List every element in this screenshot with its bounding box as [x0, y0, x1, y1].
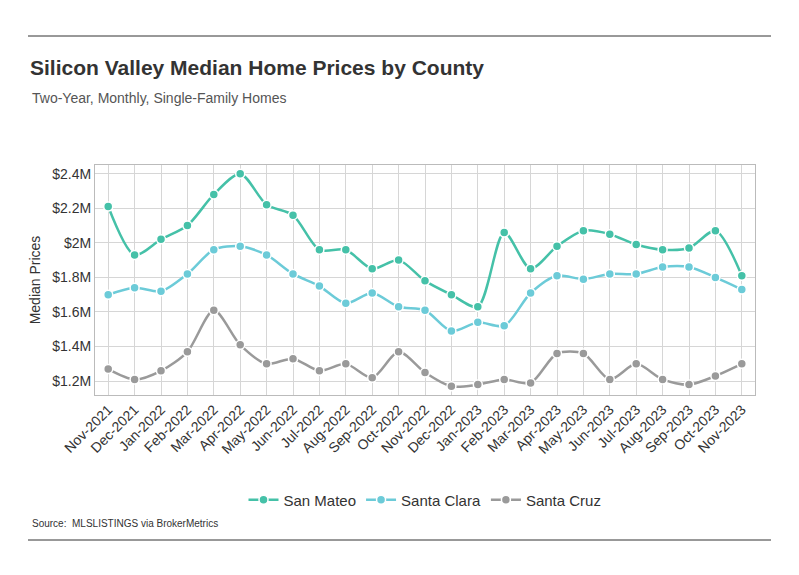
svg-text:$2.2M: $2.2M [52, 200, 91, 216]
svg-text:Jun-2022: Jun-2022 [247, 401, 300, 454]
svg-text:Dec-2022: Dec-2022 [404, 401, 458, 455]
svg-text:Median Prices: Median Prices [27, 236, 43, 325]
svg-text:Mar-2022: Mar-2022 [167, 401, 221, 455]
svg-text:Sep-2023: Sep-2023 [642, 401, 696, 455]
svg-text:Nov-2023: Nov-2023 [695, 401, 749, 455]
svg-text:Jul-2022: Jul-2022 [277, 401, 326, 450]
svg-text:Sep-2022: Sep-2022 [325, 401, 379, 455]
svg-text:$1.8M: $1.8M [52, 269, 91, 285]
svg-text:Silicon Valley Median Home Pri: Silicon Valley Median Home Prices by Cou… [30, 56, 484, 79]
svg-text:Aug-2022: Aug-2022 [299, 401, 353, 455]
svg-text:Apr-2023: Apr-2023 [512, 401, 564, 453]
svg-text:$2.4M: $2.4M [52, 166, 91, 182]
svg-text:Santa Clara: Santa Clara [401, 492, 481, 509]
svg-text:Jan-2022: Jan-2022 [115, 401, 168, 454]
svg-text:Mar-2023: Mar-2023 [484, 401, 538, 455]
svg-text:$2M: $2M [64, 235, 91, 251]
svg-text:May-2023: May-2023 [535, 401, 590, 456]
svg-text:Dec-2021: Dec-2021 [87, 401, 141, 455]
svg-text:Feb-2023: Feb-2023 [458, 401, 512, 455]
svg-text:Jan-2023: Jan-2023 [432, 401, 485, 454]
svg-text:Aug-2023: Aug-2023 [615, 401, 669, 455]
svg-text:$1.6M: $1.6M [52, 304, 91, 320]
svg-text:May-2022: May-2022 [218, 401, 273, 456]
svg-text:$1.4M: $1.4M [52, 338, 91, 354]
svg-text:Oct-2023: Oct-2023 [670, 401, 722, 453]
svg-text:Jul-2023: Jul-2023 [594, 401, 643, 450]
svg-text:Nov-2021: Nov-2021 [61, 401, 115, 455]
svg-text:San Mateo: San Mateo [284, 492, 357, 509]
svg-text:Oct-2022: Oct-2022 [354, 401, 406, 453]
svg-text:Santa Cruz: Santa Cruz [526, 492, 601, 509]
svg-text:Nov-2022: Nov-2022 [378, 401, 432, 455]
svg-text:Apr-2022: Apr-2022 [195, 401, 247, 453]
svg-text:Feb-2022: Feb-2022 [141, 401, 195, 455]
svg-text:Two-Year, Monthly, Single-Fami: Two-Year, Monthly, Single-Family Homes [32, 90, 286, 106]
svg-text:Source: MLSLISTINGS via Broke: Source: MLSLISTINGS via BrokerMetrics [32, 518, 218, 529]
svg-text:Jun-2023: Jun-2023 [564, 401, 617, 454]
svg-text:$1.2M: $1.2M [52, 373, 91, 389]
